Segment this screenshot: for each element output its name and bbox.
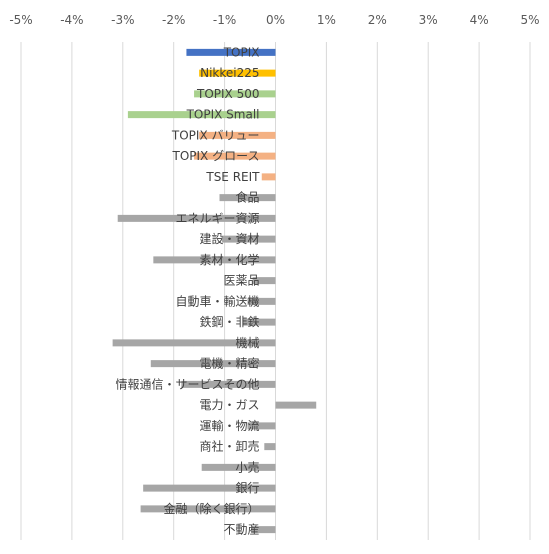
category-label: 銀行 (235, 481, 259, 495)
bar (219, 194, 276, 202)
bar (181, 380, 276, 388)
category-label: TOPIX グロース (172, 149, 260, 163)
x-tick-label: -2% (162, 13, 185, 27)
category-label: 建設・資材 (199, 231, 259, 246)
category-label: TSE REIT (205, 170, 260, 184)
category-label: 不動産 (223, 522, 259, 537)
bar (275, 401, 317, 409)
bar (199, 69, 276, 77)
bar (251, 526, 276, 534)
bar (252, 277, 276, 285)
bar (194, 152, 276, 160)
category-label: 商社・卸売 (199, 439, 259, 454)
x-axis-tick-labels: -5% -4% -3% -2% -1% 0% 1% 2% 3% 4% 5% (9, 13, 539, 27)
bar (143, 484, 276, 492)
x-tick-label: 2% (368, 13, 387, 27)
bar (242, 318, 276, 326)
bar (264, 443, 276, 451)
x-tick-label: -5% (9, 13, 32, 27)
category-label: TOPIX (223, 45, 260, 59)
category-label: Nikkei225 (200, 66, 259, 80)
bar (201, 463, 276, 471)
category-label: 電機・精密 (199, 356, 259, 371)
category-label: TOPIX バリュー (171, 128, 260, 142)
bar (199, 131, 276, 139)
category-label: 機械 (235, 335, 259, 350)
bars (112, 48, 317, 534)
x-tick-label: -4% (60, 13, 83, 27)
category-label: 自動車・輸送機 (175, 293, 259, 308)
category-label: 小売 (235, 459, 259, 474)
x-tick-label: 4% (470, 13, 489, 27)
x-tick-label: 3% (419, 13, 438, 27)
category-labels: TOPIX Nikkei225 TOPIX 500 TOPIX Small TOPIX … (115, 45, 260, 536)
bar (117, 214, 276, 222)
category-label: 電力・ガス (199, 398, 259, 412)
x-tick-label: 5% (520, 13, 539, 27)
bar (194, 90, 276, 98)
category-label: TOPIX 500 (196, 87, 260, 101)
bar (247, 297, 276, 305)
category-label: 医薬品 (223, 274, 259, 288)
x-tick-label: 0% (266, 13, 285, 27)
x-tick-label: 1% (317, 13, 336, 27)
category-label: TOPIX Small (186, 108, 260, 122)
bar (150, 360, 276, 368)
category-label: 鉄鋼・非鉄 (199, 314, 259, 329)
bar (140, 505, 276, 513)
x-tick-label: -3% (111, 13, 134, 27)
category-label: 素材・化学 (199, 252, 259, 267)
x-tick-label: -1% (213, 13, 236, 27)
category-label: 情報通信・サービスその他 (115, 377, 259, 391)
bar (127, 111, 276, 119)
bar (186, 48, 276, 56)
category-label: 食品 (235, 190, 259, 205)
bar (153, 256, 276, 264)
bar (261, 173, 276, 181)
bar (222, 235, 276, 243)
category-label: エネルギー資源 (175, 211, 259, 225)
bar (112, 339, 276, 347)
category-label: 運輸・物流 (199, 418, 259, 433)
bar (247, 422, 276, 430)
gridlines (20, 42, 531, 540)
category-label: 金融（除く銀行） (163, 501, 259, 516)
